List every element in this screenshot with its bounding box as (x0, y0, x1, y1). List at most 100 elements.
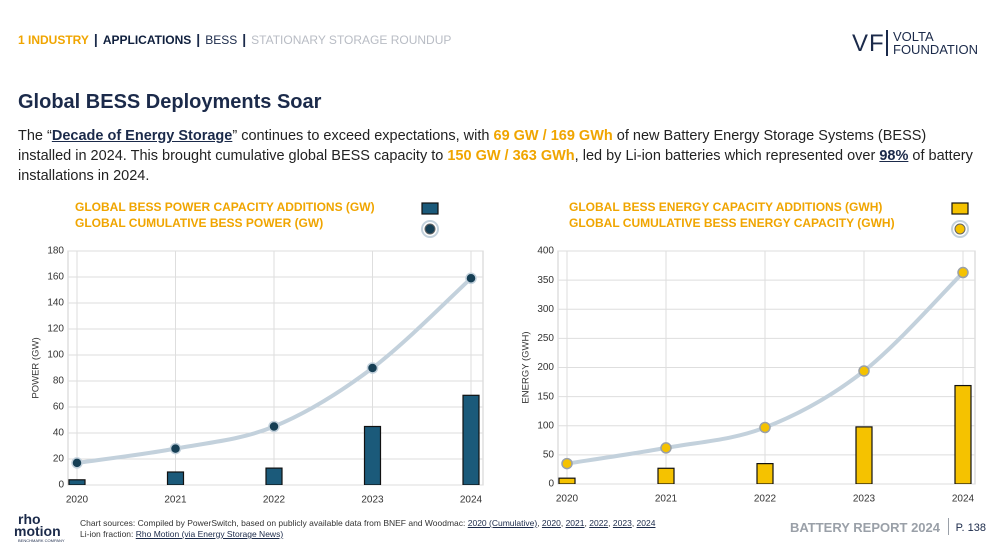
x-tick-label: 2023 (361, 495, 384, 506)
legend-swatch (424, 223, 436, 235)
y-tick-label: 250 (537, 333, 554, 344)
text-segment: 1 INDUSTRY (18, 33, 89, 47)
y-tick-label: 400 (537, 246, 554, 257)
report-name: BATTERY REPORT 2024 (789, 520, 940, 535)
text-segment: , (608, 518, 613, 528)
y-tick-label: 140 (47, 298, 64, 309)
legend-label: GLOBAL CUMULATIVE BESS ENERGY CAPACITY (… (569, 216, 895, 230)
page-title: Global BESS Deployments Soar (18, 91, 322, 113)
bar (558, 477, 576, 484)
text-segment: APPLICATIONS (102, 33, 192, 47)
x-tick-label: 2023 (853, 494, 876, 505)
text-segment: , (631, 518, 637, 528)
x-tick-label: 2021 (164, 495, 187, 506)
link[interactable]: 2021 (565, 518, 585, 528)
rho-logo-tag: BENCHMARK COMPANY (18, 538, 65, 543)
text-segment: The “ (18, 128, 52, 144)
y-tick-label: 350 (537, 275, 554, 286)
rho-logo: rho (18, 511, 41, 527)
link[interactable]: Rho Motion (via Energy Storage News) (135, 529, 284, 539)
link[interactable]: 2020 (Cumulative) (467, 518, 538, 528)
y-tick-label: 0 (58, 480, 64, 491)
line-marker (858, 365, 870, 377)
bar (756, 463, 774, 484)
bar (954, 384, 972, 484)
intro-paragraph: The “Decade of Energy Storage” continues… (18, 126, 983, 186)
legend-label: GLOBAL CUMULATIVE BESS POWER (GW) (75, 216, 323, 230)
y-tick-label: 120 (47, 324, 64, 335)
line-marker (660, 442, 672, 454)
line-marker (561, 457, 573, 470)
link[interactable]: 2023 (612, 518, 632, 528)
y-tick-label: 80 (53, 376, 65, 387)
text-segment: STATIONARY STORAGE ROUNDUP (251, 33, 452, 47)
x-tick-label: 2024 (952, 494, 975, 505)
rho-logo: motion (14, 523, 61, 539)
footer-divider (947, 518, 949, 535)
separator: | (93, 31, 98, 47)
y-tick-label: 20 (53, 454, 65, 465)
bar (855, 426, 873, 484)
plot (68, 276, 480, 485)
x-tick-label: 2024 (460, 495, 483, 506)
line-marker (465, 272, 477, 285)
link[interactable]: 2024 (636, 518, 656, 528)
logo-text: FOUNDATION (893, 42, 978, 57)
legend-swatch (951, 220, 969, 238)
logo-mark: VF (852, 30, 885, 57)
y-tick-label: 200 (537, 362, 554, 373)
y-axis-label: POWER (GW) (31, 337, 42, 398)
y-tick-label: 180 (47, 246, 64, 257)
y-tick-label: 60 (53, 402, 65, 413)
y-tick-label: 160 (47, 272, 64, 283)
text-segment: of battery installations in 2024. (18, 148, 973, 184)
liion-source: Li-ion fraction: Rho Motion (via Energy … (80, 529, 283, 539)
text-segment: , (560, 518, 566, 528)
x-tick-label: 2022 (754, 494, 777, 505)
link[interactable]: Decade of Energy Storage (51, 128, 233, 144)
legend-swatch (421, 202, 439, 215)
y-tick-label: 40 (53, 428, 65, 439)
line-marker (71, 457, 83, 469)
text-segment: , led by Li-ion batteries which represen… (574, 148, 880, 164)
text-segment: ” continues to exceed expectations, with (232, 128, 494, 144)
bar (68, 479, 86, 485)
text-segment: , (537, 518, 542, 528)
legend-swatch (951, 202, 969, 215)
bar (657, 467, 675, 484)
line-marker (759, 421, 771, 434)
bar (166, 471, 185, 485)
line-marker (268, 420, 280, 433)
link[interactable]: 98% (879, 148, 909, 164)
link[interactable]: 2020 (541, 518, 561, 528)
line-marker (169, 442, 182, 455)
y-tick-label: 150 (537, 391, 554, 402)
x-tick-label: 2022 (263, 495, 286, 506)
y-tick-label: 100 (47, 350, 64, 361)
plot-area (67, 250, 484, 486)
x-tick-label: 2020 (66, 495, 89, 506)
text-segment: , (584, 518, 590, 528)
legend-label: GLOBAL BESS POWER CAPACITY ADDITIONS (GW… (75, 200, 375, 214)
bar (462, 394, 480, 485)
logo-divider (886, 30, 888, 56)
legend-swatch (421, 220, 439, 238)
page-number: P. 138 (955, 522, 986, 534)
link[interactable]: 2022 (589, 518, 609, 528)
text-segment: of new Battery Energy Storage Systems (B… (18, 128, 927, 164)
legend-label: GLOBAL BESS ENERGY CAPACITY ADDITIONS (G… (569, 200, 882, 214)
breadcrumbs: 1 INDUSTRY | APPLICATIONS | BESS | STATIONARY … (18, 31, 451, 47)
separator: | (196, 31, 201, 47)
y-tick-label: 100 (537, 420, 554, 431)
y-tick-label: 300 (537, 304, 554, 315)
text-segment: Li-ion fraction: (80, 529, 136, 539)
text-segment: Chart sources: Compiled by PowerSwitch, … (80, 518, 468, 528)
y-tick-label: 50 (543, 450, 555, 461)
y-tick-label: 0 (548, 479, 554, 490)
separator: | (242, 31, 247, 47)
y-axis-label: ENERGY (GWH) (521, 331, 532, 403)
bar (363, 425, 382, 485)
line-marker (957, 266, 969, 279)
